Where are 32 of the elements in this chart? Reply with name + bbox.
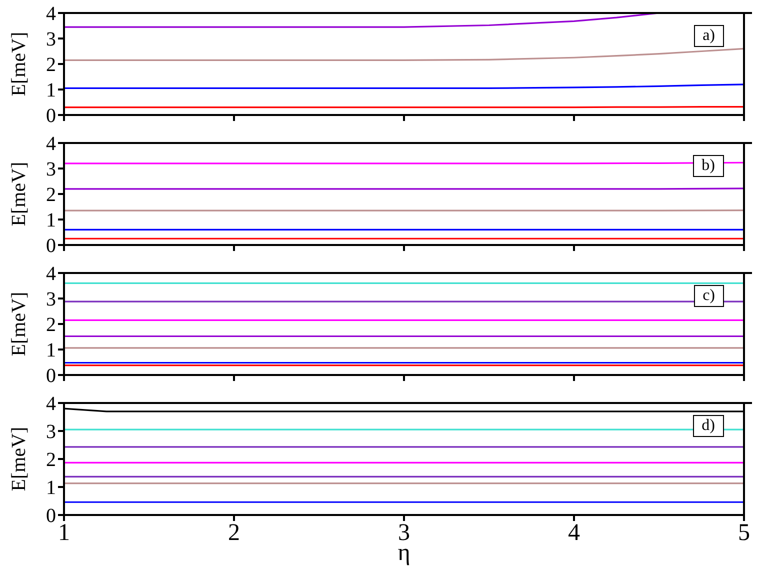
y-tick-label: 1 — [46, 80, 56, 102]
y-axis-title: E[meV] — [8, 162, 30, 226]
y-tick-label: 2 — [46, 449, 56, 472]
annotation: b) — [692, 155, 724, 177]
y-tick-label: 3 — [46, 421, 56, 444]
y-tick-label: 3 — [46, 158, 56, 181]
y-tick-label: 4 — [46, 3, 56, 26]
y-tick-label: 4 — [46, 393, 56, 416]
annotation: c) — [694, 285, 724, 307]
y-axis-title: E[meV] — [8, 32, 30, 96]
y-tick-label: 4 — [46, 133, 56, 156]
y-tick-label: 4 — [46, 263, 56, 286]
annotation: a) — [694, 25, 724, 47]
y-tick-label: 1 — [46, 340, 56, 362]
y-axis-title: E[meV] — [8, 426, 30, 492]
y-tick-label: 1 — [46, 477, 56, 500]
y-tick-label: 2 — [46, 54, 56, 76]
y-tick-label: 3 — [46, 288, 56, 311]
y-tick-label: 2 — [46, 314, 56, 336]
x-tick-label: 5 — [738, 520, 750, 546]
y-tick-label: 3 — [46, 28, 56, 51]
y-tick-label: 0 — [46, 365, 56, 388]
y-tick-label: 1 — [46, 210, 56, 232]
y-tick-label: 2 — [46, 184, 56, 206]
y-tick-label: 0 — [46, 105, 56, 128]
line-series — [64, 48, 744, 61]
x-tick-label: 2 — [228, 520, 240, 546]
annotation: d) — [692, 415, 724, 437]
y-axis-title: E[meV] — [8, 292, 30, 356]
y-tick-label: 0 — [46, 505, 56, 528]
y-tick-label: 0 — [46, 235, 56, 258]
x-tick-label: 4 — [568, 520, 580, 546]
